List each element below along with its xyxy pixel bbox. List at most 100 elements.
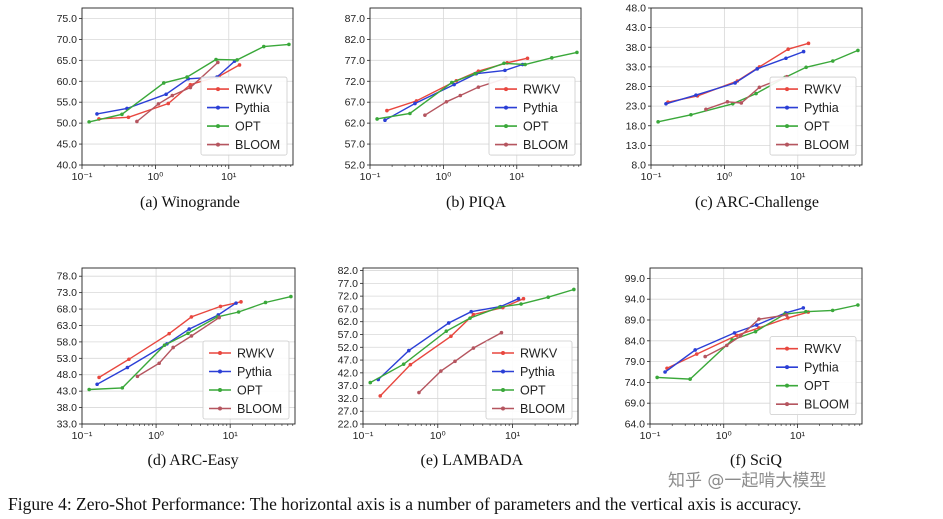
y-tick-label: 37.0 <box>338 380 359 392</box>
data-point-bloom <box>216 60 220 65</box>
data-point-bloom <box>188 85 193 90</box>
legend-marker-rwkv <box>785 346 789 351</box>
series-line-pythia <box>664 307 804 373</box>
data-point-opt <box>549 56 554 60</box>
legend-marker-bloom <box>216 142 220 147</box>
y-tick-label: 43.0 <box>57 386 78 398</box>
y-tick-label: 63.0 <box>57 320 78 332</box>
y-tick-label: 43.0 <box>626 22 647 34</box>
series-line-rwkv <box>98 301 242 378</box>
y-tick-label: 65.0 <box>57 55 78 67</box>
x-tick-label: 10⁰ <box>435 171 451 183</box>
legend-label-rwkv: RWKV <box>235 83 273 97</box>
legend-label-bloom: BLOOM <box>237 402 282 416</box>
data-point-pythia <box>784 56 788 61</box>
data-point-pythia <box>693 348 697 352</box>
data-point-opt <box>473 71 477 76</box>
chart-piqa: 52.0 57.0 62.0 67.0 72.0 77.0 82.0 87.0 10⁻¹ 10⁰ 1… <box>345 7 582 183</box>
y-tick-label: 60.0 <box>57 76 78 88</box>
y-tick-label: 68.0 <box>57 304 78 316</box>
y-tick-label: 50.0 <box>57 118 78 130</box>
y-tick-label: 57.0 <box>338 329 359 341</box>
y-tick-label: 78.0 <box>57 271 78 283</box>
data-point-rwkv <box>166 101 171 106</box>
data-point-rwkv <box>786 47 790 52</box>
series-line-opt <box>657 304 859 380</box>
y-tick-label: 55.0 <box>57 97 78 109</box>
y-tick-label: 23.0 <box>626 101 647 113</box>
legend-label-rwkv: RWKV <box>804 83 842 97</box>
data-point-opt <box>689 112 693 117</box>
plot-frame <box>81 267 296 425</box>
legend-label-bloom: BLOOM <box>520 402 565 416</box>
data-point-rwkv <box>126 115 131 120</box>
legend-marker-rwkv <box>216 87 220 92</box>
data-point-rwkv <box>237 63 242 67</box>
data-point-opt <box>497 305 502 309</box>
plot-frame <box>81 7 294 166</box>
legend-label-bloom: BLOOM <box>804 398 849 412</box>
data-point-opt <box>120 112 124 117</box>
data-point-pythia <box>663 370 667 374</box>
x-tick-label: 10⁰ <box>147 171 163 183</box>
legend-marker-pythia <box>218 369 222 374</box>
y-tick-label: 18.0 <box>626 120 647 132</box>
series-line-pythia <box>96 302 237 385</box>
x-tick-label: 10¹ <box>223 430 239 442</box>
data-point-pythia <box>469 309 474 314</box>
y-tick-label: 87.0 <box>345 13 366 25</box>
y-tick-label: 53.0 <box>57 353 78 365</box>
data-point-pythia <box>801 49 806 54</box>
data-point-opt <box>502 61 506 66</box>
data-point-pythia <box>407 348 411 353</box>
legend-marker-bloom <box>218 406 222 411</box>
data-point-opt <box>656 120 660 124</box>
y-tick-label: 42.0 <box>338 367 359 379</box>
data-point-pythia <box>452 82 456 87</box>
series-line-pythia <box>384 63 523 121</box>
series-line-opt <box>369 288 575 384</box>
data-point-bloom <box>738 334 743 338</box>
data-point-bloom <box>725 100 730 104</box>
legend-marker-bloom <box>785 402 789 407</box>
data-point-rwkv <box>449 334 453 339</box>
legend-marker-opt <box>785 383 789 388</box>
y-tick-label: 45.0 <box>57 139 78 151</box>
data-point-pythia <box>95 382 99 387</box>
data-point-rwkv <box>525 56 530 61</box>
y-tick-label: 32.0 <box>338 393 359 405</box>
legend-marker-pythia <box>504 105 508 110</box>
legend-label-rwkv: RWKV <box>237 347 275 361</box>
data-point-opt <box>185 75 189 79</box>
y-tick-label: 33.0 <box>626 61 647 73</box>
data-point-bloom <box>171 345 175 350</box>
data-point-pythia <box>95 112 99 116</box>
y-tick-label: 70.0 <box>57 34 78 46</box>
data-point-opt <box>444 329 449 333</box>
data-point-rwkv <box>694 352 699 356</box>
data-point-opt <box>87 387 91 392</box>
legend-label-opt: OPT <box>804 379 830 393</box>
data-point-opt <box>449 80 454 85</box>
data-point-bloom <box>453 359 457 364</box>
data-point-rwkv <box>734 333 739 338</box>
legend-box <box>202 340 290 420</box>
data-point-bloom <box>499 330 504 335</box>
legend-label-bloom: BLOOM <box>804 138 849 152</box>
legend-marker-opt <box>218 388 222 392</box>
y-tick-label: 82.0 <box>338 265 359 277</box>
data-point-rwkv <box>167 331 171 336</box>
legend-marker-pythia <box>501 369 505 374</box>
subplot-caption: (b) PIQA <box>446 194 506 211</box>
y-tick-label: 38.0 <box>57 402 78 414</box>
x-tick-label: 10⁻¹ <box>72 430 93 442</box>
y-tick-label: 82.0 <box>345 34 366 46</box>
chart-winogrande: 40.0 45.0 50.0 55.0 60.0 65.0 70.0 75.0 10⁻¹ 10⁰ 1… <box>57 7 294 183</box>
legend-box <box>485 340 573 420</box>
data-point-pythia <box>694 93 698 97</box>
y-tick-label: 67.0 <box>345 97 366 109</box>
figure-caption: Figure 4: Zero-Shot Performance: The hor… <box>8 494 802 514</box>
data-point-rwkv <box>218 304 223 309</box>
y-tick-label: 77.0 <box>338 278 359 290</box>
legend-marker-opt <box>216 124 220 129</box>
